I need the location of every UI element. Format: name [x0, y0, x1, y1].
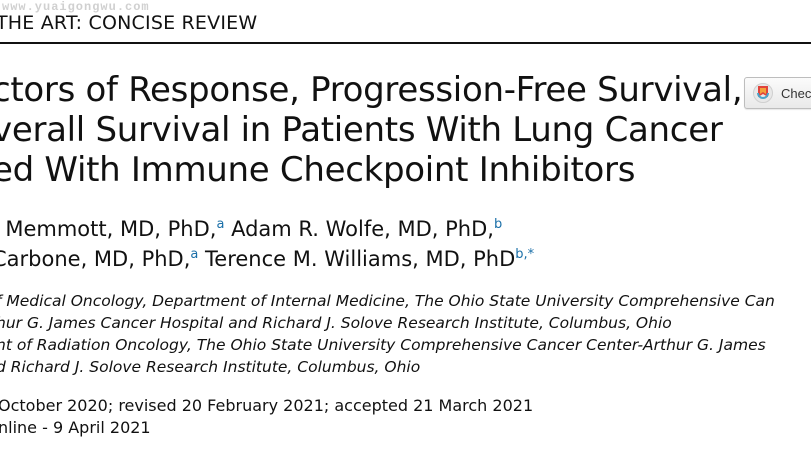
affiliation-marker[interactable]: b,* [515, 247, 535, 262]
received-revised-accepted: October 2020; revised 20 February 2021; … [0, 396, 534, 415]
check-button-label: Check [781, 85, 811, 101]
author-name: Adam R. Wolfe, MD, PhD, [224, 217, 494, 241]
author-name: Carbone, MD, PhD, [0, 247, 191, 271]
affiliation-line: nt of Radiation Oncology, The Ohio State… [0, 336, 766, 354]
affiliations: f Medical Oncology, Department of Intern… [0, 290, 775, 378]
header-rule [0, 42, 811, 44]
title-line: ed With Immune Checkpoint Inhibitors [0, 150, 636, 190]
affiliation-line: f Medical Oncology, Department of Intern… [0, 292, 775, 310]
article-dates: October 2020; revised 20 February 2021; … [0, 395, 533, 439]
article-title: ctors of Response, Progression-Free Surv… [0, 70, 743, 190]
author-line: Carbone, MD, PhD,a Terence M. Williams, … [0, 244, 534, 274]
title-line: ctors of Response, Progression-Free Surv… [0, 70, 743, 110]
affiliation-marker[interactable]: a [216, 217, 225, 232]
published-online: nline - 9 April 2021 [0, 418, 151, 437]
author-name: Terence M. Williams, MD, PhD [198, 247, 516, 271]
title-line: verall Survival in Patients With Lung Ca… [0, 110, 723, 150]
author-line: . Memmott, MD, PhD,a Adam R. Wolfe, MD, … [0, 214, 534, 244]
section-heading: THE ART: CONCISE REVIEW [0, 12, 258, 34]
watermark: www.yuaigongwu.com [2, 0, 150, 14]
author-list: . Memmott, MD, PhD,a Adam R. Wolfe, MD, … [0, 214, 534, 274]
affiliation-line: d Richard J. Solove Research Institute, … [0, 358, 421, 376]
author-name: . Memmott, MD, PhD, [0, 217, 217, 241]
affiliation-marker[interactable]: b [493, 217, 503, 232]
crossmark-icon [753, 83, 773, 103]
affiliation-marker[interactable]: a [190, 247, 199, 262]
affiliation-line: hur G. James Cancer Hospital and Richard… [0, 314, 672, 332]
check-for-updates-button[interactable]: Check [744, 77, 811, 109]
